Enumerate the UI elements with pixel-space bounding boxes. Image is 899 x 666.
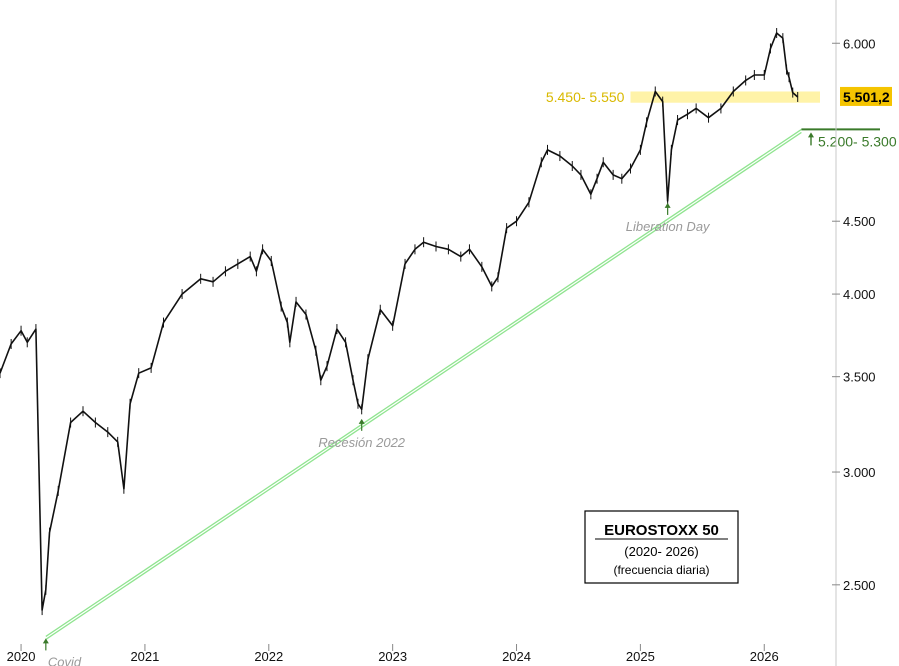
arrow-up-icon [42, 638, 49, 651]
x-axis: 2020 2021 2022 2023 2024 2025 2026 [7, 644, 779, 664]
annotation: Recesión 2022 [318, 418, 406, 450]
annotation-label: Covid [48, 654, 82, 666]
y-tick-label: 4.000 [843, 287, 876, 302]
title-box-frame [584, 510, 739, 584]
annotation-label: Recesión 2022 [318, 435, 405, 450]
x-tick-label: 2021 [130, 649, 159, 664]
chart-title: EUROSTOXX 50 [604, 522, 719, 539]
support-zone-layer: 5.200- 5.300 [801, 128, 897, 149]
resistance-band-layer: 5.450- 5.550 [546, 89, 820, 105]
y-tick-label: 3.000 [843, 465, 876, 480]
annotation: Liberation Day [626, 202, 711, 234]
x-tick-label: 2026 [750, 649, 779, 664]
x-tick-label: 2020 [7, 649, 36, 664]
annotation: Covid [42, 638, 82, 666]
y-tick-label: 3.500 [843, 370, 876, 385]
annotation-label: Liberation Day [626, 219, 711, 234]
chart-subtitle: (2020- 2026) [624, 544, 698, 559]
title-box: EUROSTOXX 50 (2020- 2026) (frecuencia di… [584, 510, 739, 584]
arrow-up-icon [358, 418, 365, 431]
x-tick-label: 2023 [378, 649, 407, 664]
trendline-layer [45, 128, 802, 640]
support-zone-label: 5.200- 5.300 [818, 133, 897, 149]
chart-frequency-note: (frecuencia diaria) [613, 563, 709, 577]
trendline-parallel [45, 131, 802, 640]
x-tick-label: 2024 [502, 649, 531, 664]
resistance-band-label: 5.450- 5.550 [546, 89, 625, 105]
last-value-marker: 5.501,2 [840, 86, 892, 106]
last-value-label: 5.501,2 [843, 89, 890, 105]
last-value-badge [840, 86, 892, 106]
price-series [0, 28, 799, 616]
x-tick-label: 2025 [626, 649, 655, 664]
y-tick-label: 2.500 [843, 578, 876, 593]
arrow-up-icon [664, 202, 671, 215]
y-axis: 2.500 3.000 3.500 4.000 4.500 6.000 [832, 0, 876, 666]
y-tick-label: 4.500 [843, 214, 876, 229]
y-tick-label: 6.000 [843, 36, 876, 51]
arrow-up-icon [808, 132, 814, 146]
trendline [45, 128, 802, 637]
resistance-band [630, 91, 820, 103]
series-line-0 [0, 32, 799, 611]
annotations: Covid Recesión 2022 Liberation Day [42, 202, 711, 666]
x-tick-label: 2022 [254, 649, 283, 664]
